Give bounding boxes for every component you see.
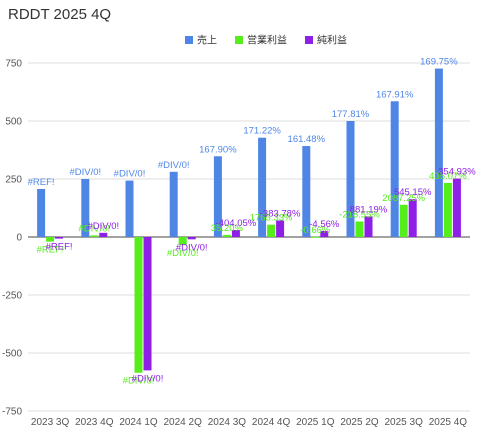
data-label: #DIV/0! bbox=[176, 242, 208, 253]
y-tick-label: -250 bbox=[2, 291, 22, 302]
bar bbox=[46, 237, 55, 242]
x-tick-label: 2024 4Q bbox=[252, 417, 291, 428]
data-label: 177.81% bbox=[332, 109, 370, 120]
x-tick-label: 2024 2Q bbox=[164, 417, 203, 428]
legend-swatch bbox=[185, 36, 193, 44]
data-label: 2087.25% bbox=[382, 193, 425, 204]
x-tick-label: 2023 4Q bbox=[75, 417, 114, 428]
bars bbox=[37, 68, 461, 373]
bar bbox=[320, 230, 329, 237]
data-label: #REF! bbox=[37, 245, 64, 256]
data-label: 881.19% bbox=[350, 204, 388, 215]
bar bbox=[222, 234, 231, 237]
data-label: 167.90% bbox=[199, 144, 237, 155]
data-label: 1765.33% bbox=[250, 213, 293, 224]
data-label: 435.07% bbox=[429, 171, 467, 182]
bar bbox=[90, 235, 99, 237]
legend-label: 売上 bbox=[197, 34, 217, 47]
bar bbox=[276, 220, 285, 237]
x-tick-label: 2025 3Q bbox=[385, 417, 424, 428]
data-label: 167.91% bbox=[376, 89, 414, 100]
bar bbox=[178, 237, 187, 246]
data-label: -383.78% bbox=[260, 209, 301, 220]
bar bbox=[134, 237, 143, 373]
bar bbox=[99, 232, 108, 237]
bar bbox=[434, 68, 443, 238]
data-label: #DIV/0! bbox=[78, 223, 110, 234]
legend-swatch bbox=[305, 36, 313, 44]
bar bbox=[169, 171, 178, 237]
bar bbox=[187, 237, 196, 240]
bar bbox=[213, 156, 222, 237]
y-tick-label: -500 bbox=[2, 349, 22, 360]
x-tick-label: 2023 3Q bbox=[31, 417, 70, 428]
bar bbox=[302, 146, 311, 237]
data-label: #DIV/0! bbox=[114, 169, 146, 180]
bar bbox=[408, 199, 417, 237]
bar bbox=[364, 216, 373, 237]
x-tick-label: 2025 1Q bbox=[296, 417, 335, 428]
legend-label: 純利益 bbox=[317, 34, 347, 47]
data-label: 545.15% bbox=[394, 187, 432, 198]
bar bbox=[143, 237, 152, 371]
y-tick-label: 250 bbox=[5, 175, 22, 186]
data-label: #DIV/0! bbox=[158, 160, 190, 171]
data-label: -218.55% bbox=[339, 209, 380, 220]
x-tick-label: 2024 1Q bbox=[119, 417, 158, 428]
data-label: 169.75% bbox=[420, 57, 458, 68]
y-axis-ticks: 750 500 250 0 -250 -500 -750 bbox=[2, 59, 22, 418]
chart-title: RDDT 2025 4Q bbox=[8, 6, 112, 23]
y-tick-label: 0 bbox=[16, 233, 22, 244]
data-label: #DIV/0! bbox=[69, 167, 101, 178]
bar bbox=[443, 182, 452, 237]
data-label: 35.20% bbox=[211, 223, 244, 234]
data-label: 171.22% bbox=[243, 126, 281, 137]
bar bbox=[390, 101, 399, 237]
y-tick-label: 500 bbox=[5, 117, 22, 128]
data-label: #DIV/0! bbox=[132, 373, 164, 384]
bar bbox=[81, 179, 90, 237]
x-tick-label: 2025 2Q bbox=[340, 417, 379, 428]
data-label: 161.48% bbox=[288, 134, 326, 145]
data-label: #DIV/0! bbox=[87, 221, 119, 232]
data-label: -0.66% bbox=[300, 225, 331, 236]
bar bbox=[346, 121, 355, 237]
bar bbox=[355, 221, 364, 237]
legend-swatch bbox=[235, 36, 243, 44]
y-tick-label: 750 bbox=[5, 59, 22, 70]
bar bbox=[399, 204, 408, 237]
x-tick-label: 2024 3Q bbox=[208, 417, 247, 428]
x-tick-label: 2025 4Q bbox=[429, 417, 468, 428]
data-label: #DIV/0! bbox=[167, 248, 199, 259]
bar bbox=[125, 180, 134, 237]
bar bbox=[55, 237, 64, 239]
data-label: #DIV/0! bbox=[123, 376, 155, 387]
legend: 売上 営業利益 純利益 bbox=[185, 34, 347, 47]
data-labels: #REF!#DIV/0! #DIV/0!#DIV/0!167.90%171.22%… bbox=[28, 57, 477, 387]
data-label: 354.93% bbox=[438, 167, 476, 178]
bar bbox=[258, 137, 267, 237]
data-label: #REF! bbox=[46, 242, 73, 253]
data-label: -4.56% bbox=[309, 219, 340, 230]
y-tick-label: -750 bbox=[2, 407, 22, 418]
x-axis-ticks: 2023 3Q 2023 4Q 2024 1Q 2024 2Q 2024 3Q 2024 … bbox=[31, 417, 467, 428]
bar bbox=[37, 188, 46, 237]
bar bbox=[452, 178, 461, 237]
data-label: -404.05% bbox=[216, 218, 257, 229]
legend-label: 営業利益 bbox=[247, 34, 287, 47]
data-label: #REF! bbox=[28, 177, 55, 188]
bar bbox=[267, 224, 276, 237]
bar bbox=[231, 230, 240, 237]
bar bbox=[311, 236, 320, 238]
